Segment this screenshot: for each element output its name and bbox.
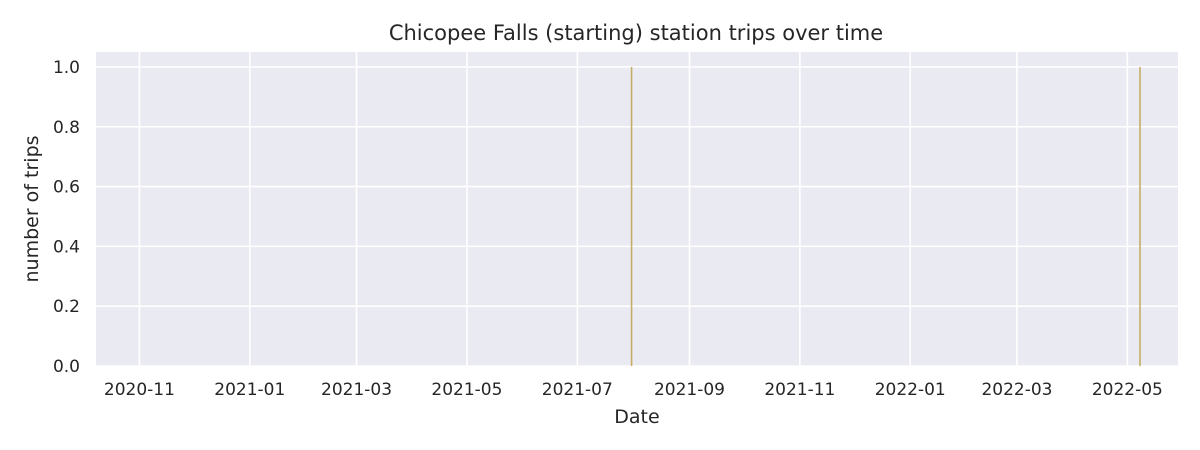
x-tick-label: 2022-03 [981,380,1052,400]
x-tick-label: 2021-09 [654,380,725,400]
y-tick-labels: 0.0 0.2 0.4 0.6 0.8 1.0 [53,58,80,377]
y-tick-label: 0.8 [53,118,80,138]
x-tick-label: 2022-05 [1092,380,1163,400]
x-tick-label: 2021-03 [321,380,392,400]
y-tick-label: 0.0 [53,357,80,377]
y-tick-label: 0.6 [53,178,80,198]
chart-title: Chicopee Falls (starting) station trips … [389,21,883,45]
bars [630,66,1141,366]
x-tick-label: 2021-05 [431,380,502,400]
y-axis-label: number of trips [21,135,43,282]
x-axis-label: Date [614,406,659,428]
plot-area [96,52,1178,366]
x-tick-label: 2021-11 [764,380,835,400]
y-tick-label: 0.4 [53,237,80,257]
x-tick-label: 2021-01 [214,380,285,400]
bar [1139,66,1141,366]
y-tick-label: 1.0 [53,58,80,78]
x-tick-label: 2021-07 [542,380,613,400]
bar [630,66,633,366]
x-tick-labels: 2020-11 2021-01 2021-03 2021-05 2021-07 2021-… [104,380,1163,400]
y-tick-label: 0.2 [53,297,80,317]
grid [96,52,1178,367]
x-tick-label: 2022-01 [875,380,946,400]
x-tick-label: 2020-11 [104,380,175,400]
